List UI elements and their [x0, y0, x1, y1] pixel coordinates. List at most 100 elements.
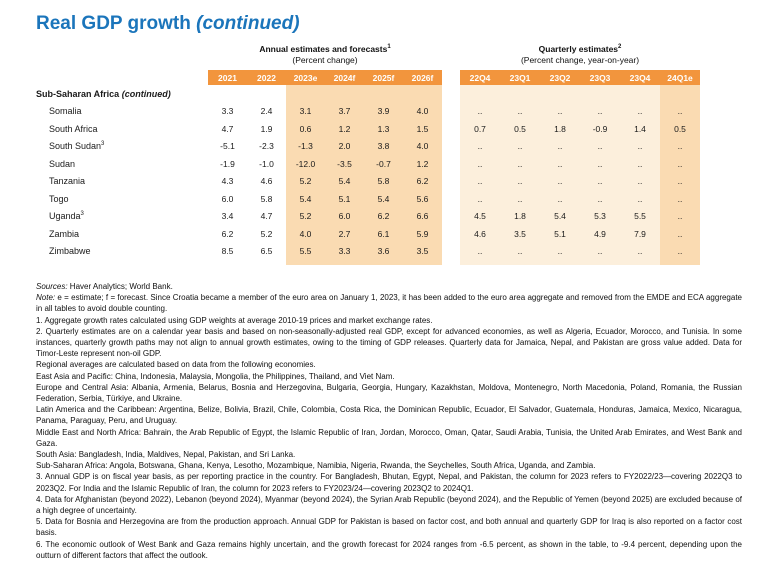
annual-group-title: Annual estimates and forecasts1	[259, 44, 391, 54]
quarterly-value: 4.5	[460, 207, 501, 225]
annual-cell-empty	[325, 85, 364, 103]
pad-cell	[500, 260, 541, 265]
footnote-1: Sources: Haver Analytics; World Bank.	[36, 282, 173, 291]
group-gap	[442, 102, 461, 120]
quarterly-group-title: Quarterly estimates2	[538, 44, 622, 54]
annual-value: 1.5	[403, 120, 443, 138]
annual-value: 3.8	[364, 137, 403, 155]
column-header-23Q3: 23Q3	[580, 70, 621, 85]
quarterly-value: ..	[460, 242, 501, 260]
quarterly-value: ..	[660, 242, 701, 260]
footnote-12: 3. Annual GDP is on fiscal year basis, a…	[36, 472, 742, 493]
group-gap	[442, 260, 461, 265]
footnote-13: 4. Data for Afghanistan (beyond 2022), L…	[36, 494, 742, 516]
table-row-south-sudan: South Sudan3 -5.1 -2.3 -1.3 2.0 3.8 4.0.......…	[36, 137, 701, 155]
quarterly-value: ..	[500, 137, 541, 155]
quarterly-value: ..	[580, 102, 621, 120]
annual-value: 4.6	[260, 176, 273, 187]
annual-value: 8.5	[221, 246, 234, 257]
quarterly-value: ..	[540, 242, 581, 260]
group-gap	[442, 242, 461, 260]
table-head: Annual estimates and forecasts1 (Percent…	[36, 44, 701, 85]
column-header-23Q1: 23Q1	[500, 70, 541, 85]
annual-value: 6.2	[221, 228, 234, 239]
annual-value: 6.0	[221, 193, 234, 204]
table-row-togo: Togo 6.0 5.8 5.4 5.1 5.4 5.6............	[36, 190, 701, 208]
year-header-spacer	[36, 70, 208, 85]
table-pad-row	[36, 260, 701, 265]
quarterly-value: -0.9	[580, 120, 621, 138]
annual-value: 6.1	[364, 225, 403, 243]
annual-value: 6.2	[364, 207, 403, 225]
footnote-lead: Note:	[36, 293, 56, 303]
quarterly-value: ..	[580, 137, 621, 155]
annual-value: 5.4	[364, 190, 403, 208]
footnotes-section: Sources: Haver Analytics; World Bank. Not…	[36, 281, 742, 561]
footnote-14: 5. Data for Bosnia and Herzegovina are f…	[36, 517, 742, 538]
column-header-2026f: 2026f	[403, 70, 443, 85]
footnote-7: Europe and Central Asia: Albania, Armeni…	[36, 382, 742, 404]
quarterly-value: 1.8	[540, 120, 581, 138]
country-name: South Africa	[49, 123, 98, 134]
footnote-4: 2. Quarterly estimates are on a calendar…	[36, 326, 742, 359]
column-header-2024f: 2024f	[325, 70, 364, 85]
quarterly-group-subtitle: (Percent change, year-on-year)	[520, 55, 640, 65]
annual-value: -2.3	[259, 141, 274, 152]
quarterly-value: ..	[580, 172, 621, 190]
quarterly-value: ..	[620, 242, 661, 260]
column-header-23Q4: 23Q4	[620, 70, 661, 85]
annual-value: -3.5	[325, 155, 364, 173]
annual-value: 5.4	[286, 190, 325, 208]
year-header-row: 2021 2022 2023e 2024f 2025f 2026f 22Q4 23Q1 23Q2…	[36, 70, 701, 85]
table-row-tanzania: Tanzania 4.3 4.6 5.2 5.4 5.8 6.2............	[36, 172, 701, 190]
quarterly-value: ..	[540, 172, 581, 190]
footnote-9: Middle East and North Africa: Bahrain, t…	[36, 427, 742, 448]
quarterly-cell-empty	[500, 85, 541, 103]
quarterly-value: 5.3	[580, 207, 621, 225]
report-page: Real GDP growth (continued) Annual estim…	[36, 12, 742, 561]
annual-value: 5.8	[364, 172, 403, 190]
annual-value: 1.3	[364, 120, 403, 138]
annual-value: 6.5	[260, 246, 273, 257]
group-gap	[442, 172, 461, 190]
quarterly-value: ..	[620, 155, 661, 173]
annual-value: 3.3	[325, 242, 364, 260]
group-gap	[442, 190, 461, 208]
annual-value: 1.2	[325, 120, 364, 138]
annual-value: -12.0	[286, 155, 325, 173]
gdp-growth-table: Annual estimates and forecasts1 (Percent…	[36, 44, 701, 265]
annual-value: -5.1	[220, 141, 235, 152]
page-title: Real GDP growth (continued)	[36, 12, 742, 36]
quarterly-value: ..	[460, 172, 501, 190]
group-header-spacer	[36, 44, 208, 70]
group-gap	[442, 85, 461, 103]
annual-value: 3.3	[221, 106, 234, 117]
annual-cell-empty	[364, 85, 403, 103]
column-header-2023e: 2023e	[286, 70, 325, 85]
quarterly-value: 0.7	[460, 120, 501, 138]
quarterly-value: 4.6	[460, 225, 501, 243]
group-gap	[442, 70, 461, 85]
country-name: Sudan	[49, 158, 76, 169]
footnote-5: Regional averages are calculated based o…	[36, 360, 316, 370]
pad-cell	[403, 260, 443, 265]
quarterly-value: ..	[460, 137, 501, 155]
quarterly-value: ..	[500, 155, 541, 173]
pad-cell	[580, 260, 621, 265]
annual-value: 4.0	[403, 137, 443, 155]
footnote-8: Latin America and the Caribbean: Argenti…	[36, 405, 742, 426]
quarterly-cell-empty	[460, 85, 501, 103]
annual-value: 1.9	[260, 123, 273, 134]
annual-value: 5.6	[403, 190, 443, 208]
pad-cell	[325, 260, 364, 265]
group-gap	[442, 44, 461, 70]
section-label-continued: (continued)	[121, 88, 171, 99]
annual-value: 4.0	[286, 225, 325, 243]
table-row-south-africa: South Africa 4.7 1.9 0.6 1.2 1.3 1.5 0.7 0.5 1.8-…	[36, 120, 701, 138]
quarterly-value: ..	[620, 190, 661, 208]
annual-cell-empty	[403, 85, 443, 103]
annual-value: -0.7	[364, 155, 403, 173]
annual-value: 3.5	[403, 242, 443, 260]
quarterly-cell-empty	[580, 85, 621, 103]
annual-value: 4.3	[221, 176, 234, 187]
